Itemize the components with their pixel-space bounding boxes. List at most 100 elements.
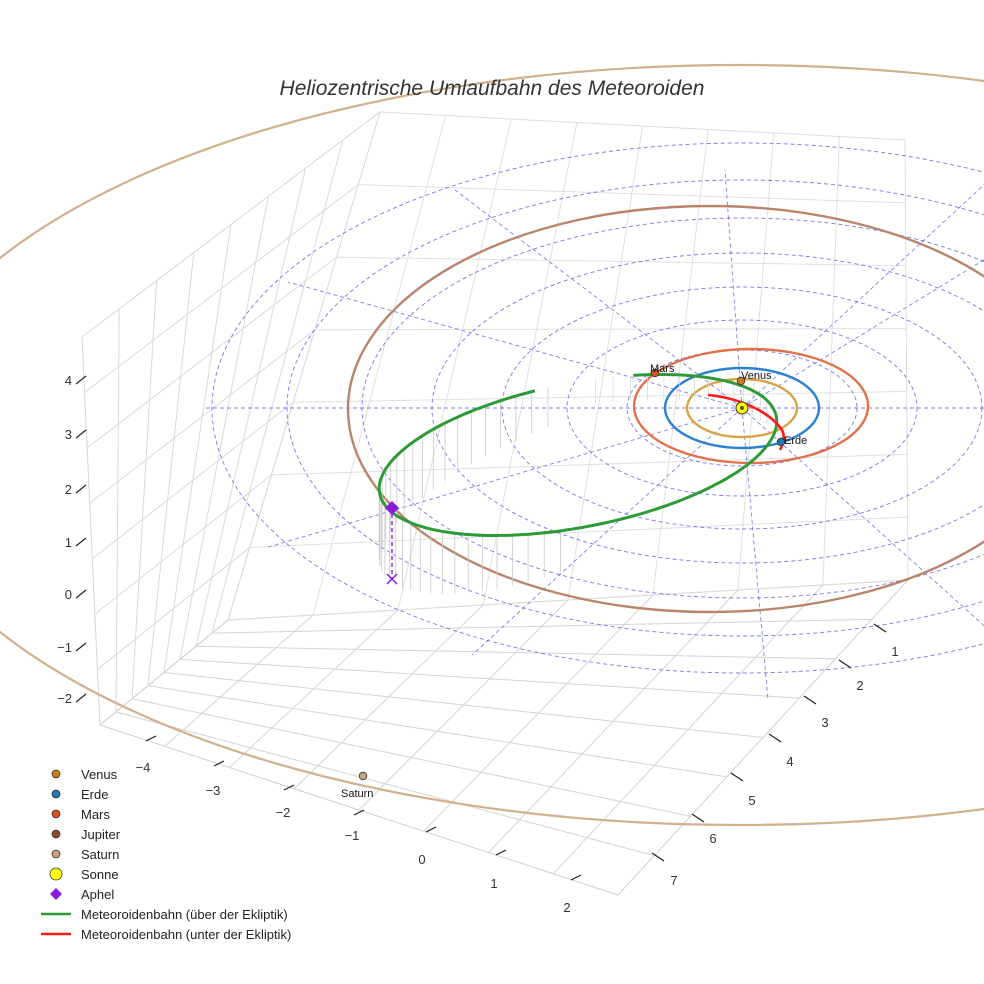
- grid-line: [84, 184, 359, 393]
- y-tick-label: 1: [891, 644, 898, 659]
- legend-item-sonne[interactable]: Sonne: [49, 867, 119, 882]
- legend-symbol: [49, 867, 63, 881]
- legend-item-aphel[interactable]: Aphel: [50, 887, 114, 902]
- x-tick-label: 1: [490, 876, 497, 891]
- legend-item-mars[interactable]: Mars: [51, 807, 110, 822]
- legend-label: Aphel: [81, 887, 114, 902]
- x-tick-mark: [425, 826, 437, 833]
- y-tick-mark: [730, 772, 744, 782]
- x-tick-label: −3: [206, 783, 221, 798]
- y-tick-mark: [803, 695, 817, 705]
- legend-item-erde[interactable]: Erde: [51, 787, 108, 802]
- grid-line: [147, 252, 195, 686]
- z-tick-mark: [75, 484, 87, 494]
- ecliptic-spoke: [471, 407, 743, 656]
- z-tick-mark: [75, 537, 87, 547]
- z-tick-mark: [75, 375, 87, 385]
- grid-line: [91, 401, 294, 560]
- legend-label: Jupiter: [81, 827, 121, 842]
- grid-line: [312, 115, 447, 616]
- meteoroid-orbit-above: [377, 373, 779, 537]
- grid-line: [567, 125, 643, 601]
- legend-item-jupiter[interactable]: Jupiter: [51, 827, 121, 842]
- ecliptic-spoke: [287, 281, 743, 409]
- x-tick-mark: [353, 809, 365, 816]
- y-tick-mark: [873, 623, 887, 633]
- y-tick-mark: [651, 852, 665, 862]
- z-tick-mark: [75, 693, 87, 703]
- legend-item-meteoroidenbahn-unter-der-ekliptik-[interactable]: Meteoroidenbahn (unter der Ekliptik): [41, 927, 291, 942]
- z-tick-label: −2: [57, 691, 72, 706]
- y-tick-mark: [768, 733, 782, 743]
- z-tick-label: 2: [65, 482, 72, 497]
- legend-label: Sonne: [81, 867, 119, 882]
- grid-line: [552, 584, 824, 875]
- x-tick-mark: [570, 874, 582, 881]
- z-tick-label: 1: [65, 535, 72, 550]
- grid-line: [94, 474, 272, 615]
- y-tick-label: 2: [856, 678, 863, 693]
- legend[interactable]: Venus Erde Mars Jupiter Saturn Sonne Aphel Mete…: [41, 767, 291, 942]
- grid-line: [179, 196, 269, 660]
- legend-symbol: [50, 888, 62, 900]
- legend-label: Saturn: [81, 847, 119, 862]
- x-tick-label: −1: [345, 828, 360, 843]
- orbit-erde: [663, 366, 821, 450]
- ecliptic-spoke: [264, 407, 743, 549]
- x-tick-mark: [145, 735, 157, 742]
- grid-line: [163, 224, 232, 673]
- axis-grid: [81, 110, 910, 896]
- z-tick-label: 0: [65, 587, 72, 602]
- y-tick-mark: [838, 659, 852, 669]
- orbit-jupiter: [346, 204, 984, 614]
- ecliptic-grid: [205, 142, 984, 701]
- label-mars: Mars: [650, 363, 675, 375]
- legend-symbol: [51, 849, 61, 859]
- legend-label: Meteoroidenbahn (unter der Ekliptik): [81, 927, 291, 942]
- legend-symbol: [51, 809, 61, 819]
- ecliptic-spoke: [724, 169, 743, 409]
- axis-ticks: 4 3 2 1 0 −1 −2 −4 −3 −2 −1 0 1 2 1 2 3 4 5 6 7: [57, 373, 898, 915]
- ecliptic-spoke: [741, 259, 984, 409]
- marker-aphel: [385, 501, 399, 515]
- legend-label: Erde: [81, 787, 108, 802]
- ecliptic-ring: [211, 142, 984, 674]
- legend-symbol: [51, 789, 61, 799]
- grid-line: [86, 256, 337, 449]
- grid-line: [211, 618, 872, 634]
- z-tick-mark: [75, 589, 87, 599]
- z-tick-label: −1: [57, 640, 72, 655]
- legend-item-meteoroidenbahn-ber-der-ekliptik-[interactable]: Meteoroidenbahn (über der Ekliptik): [41, 907, 288, 922]
- legend-symbol: [51, 769, 61, 779]
- ecliptic-spoke: [741, 184, 984, 409]
- grid-line: [131, 280, 157, 699]
- x-tick-label: 0: [418, 852, 425, 867]
- grid-line: [115, 308, 120, 712]
- x-tick-label: −2: [276, 805, 291, 820]
- grid-line: [488, 589, 739, 853]
- legend-symbol: [51, 829, 61, 839]
- aphel-projection-x: [386, 573, 398, 585]
- x-tick-label: 2: [563, 900, 570, 915]
- z-tick-mark: [75, 429, 87, 439]
- planet-markers: Venus Erde Mars Saturn: [341, 363, 807, 800]
- legend-item-venus[interactable]: Venus: [51, 767, 118, 782]
- y-tick-label: 6: [709, 831, 716, 846]
- legend-label: Venus: [81, 767, 118, 782]
- legend-item-saturn[interactable]: Saturn: [51, 847, 119, 862]
- label-saturn: Saturn: [341, 788, 373, 800]
- z-tick-label: 4: [65, 373, 72, 388]
- planet-orbits: [0, 64, 984, 826]
- marker-mars: [650, 368, 660, 378]
- y-tick-label: 5: [748, 793, 755, 808]
- grid-line: [195, 168, 306, 647]
- grid-line: [179, 658, 800, 699]
- meteoroid-drop-lines: [378, 374, 768, 594]
- marker-venus: [736, 376, 746, 386]
- marker-erde: [776, 437, 786, 447]
- label-erde: Erde: [784, 435, 807, 447]
- chart-title: Heliozentrische Umlaufbahn des Meteoroid…: [280, 77, 705, 100]
- y-tick-mark: [691, 813, 705, 823]
- grid-line: [423, 594, 654, 832]
